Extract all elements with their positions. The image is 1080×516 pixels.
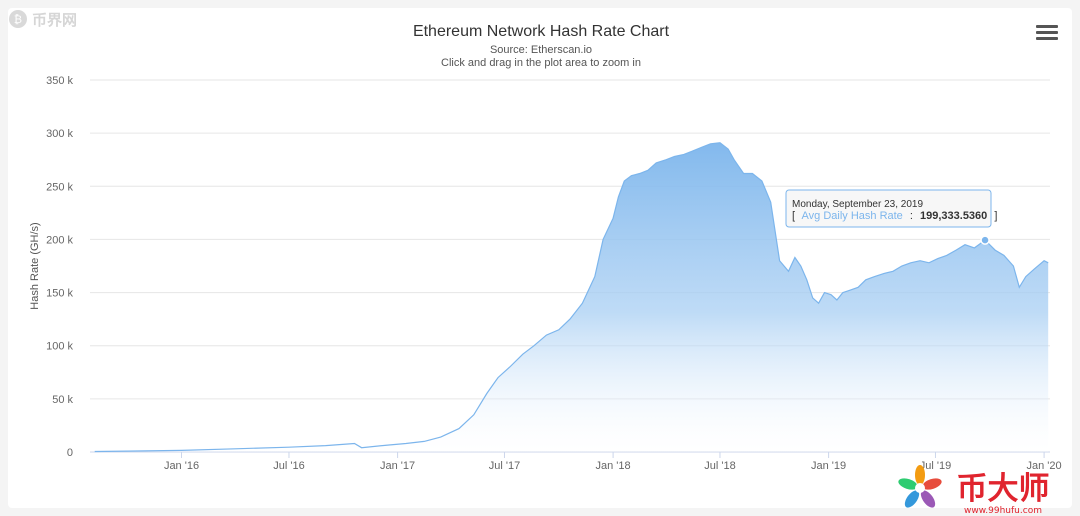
y-tick-label: 200 k <box>46 234 73 246</box>
hamburger-icon-bar <box>1036 25 1058 28</box>
hash-rate-line <box>94 142 1049 453</box>
bitcoin-coin-icon <box>9 10 27 28</box>
tooltip-value-line: [ Avg Daily Hash Rate : 199,333.5360 ] <box>792 210 997 222</box>
chart-title: Ethereum Network Hash Rate Chart <box>413 23 670 40</box>
y-tick-label: 50 k <box>52 394 73 406</box>
x-tick-label: Jan '18 <box>596 460 631 472</box>
watermark-left-text: 币界网 <box>32 11 77 29</box>
flower-logo-icon <box>898 465 942 508</box>
tooltip-series-name: Avg Daily Hash Rate <box>802 210 903 222</box>
tooltip: Monday, September 23, 2019 [ Avg Daily H… <box>785 189 997 228</box>
hamburger-icon-bar <box>1036 37 1058 40</box>
watermark-url-text: www.99hufu.com <box>964 506 1042 516</box>
y-tick-label: 250 k <box>46 181 73 193</box>
tooltip-separator: : <box>910 210 913 222</box>
y-axis-label: Hash Rate (GH/s) <box>29 222 41 309</box>
x-tick-label: Jul '17 <box>489 460 520 472</box>
x-tick-label: Jan '16 <box>164 460 199 472</box>
series-layer <box>94 142 1049 453</box>
top-left-watermark: ₿ 币界网 <box>9 10 77 29</box>
watermark-brand-text: 币大师 <box>957 471 1050 507</box>
chart-subtitle-zoom-hint: Click and drag in the plot area to zoom … <box>441 57 641 69</box>
x-tick-label: Jul '16 <box>273 460 304 472</box>
bitcoin-symbol-icon: ₿ <box>14 13 22 26</box>
tooltip-box <box>785 189 992 228</box>
bottom-right-watermark: 币大师 www.99hufu.com <box>898 465 1050 516</box>
hamburger-icon-bar <box>1036 31 1058 34</box>
tooltip-bracket-close: ] <box>994 210 997 222</box>
y-tick-label: 300 k <box>46 128 73 140</box>
y-tick-label: 100 k <box>46 341 73 353</box>
y-tick-label: 150 k <box>46 288 73 300</box>
chart-menu-button[interactable] <box>1036 22 1058 42</box>
tooltip-marker <box>980 235 990 245</box>
tooltip-bracket-open: [ <box>792 210 795 222</box>
tooltip-date: Monday, September 23, 2019 <box>792 199 923 210</box>
x-axis-ticks: Jan '16 Jul '16 Jan '17 Jul '17 Jan '18 Jul '… <box>164 452 1062 472</box>
x-tick-label: Jul '19 <box>920 460 951 472</box>
x-tick-label: Jan '19 <box>811 460 846 472</box>
y-tick-label: 0 <box>67 447 73 459</box>
x-tick-label: Jul '18 <box>704 460 735 472</box>
chart-subtitle: Source: Etherscan.io <box>490 44 592 56</box>
y-tick-label: 350 k <box>46 75 73 87</box>
x-tick-label: Jan '20 <box>1027 460 1062 472</box>
x-tick-label: Jan '17 <box>380 460 415 472</box>
y-axis-ticks: 0 50 k 100 k 150 k 200 k 250 k 300 k 350 k <box>46 75 73 459</box>
tooltip-value: 199,333.5360 <box>920 210 987 222</box>
hash-rate-area <box>94 142 1049 452</box>
